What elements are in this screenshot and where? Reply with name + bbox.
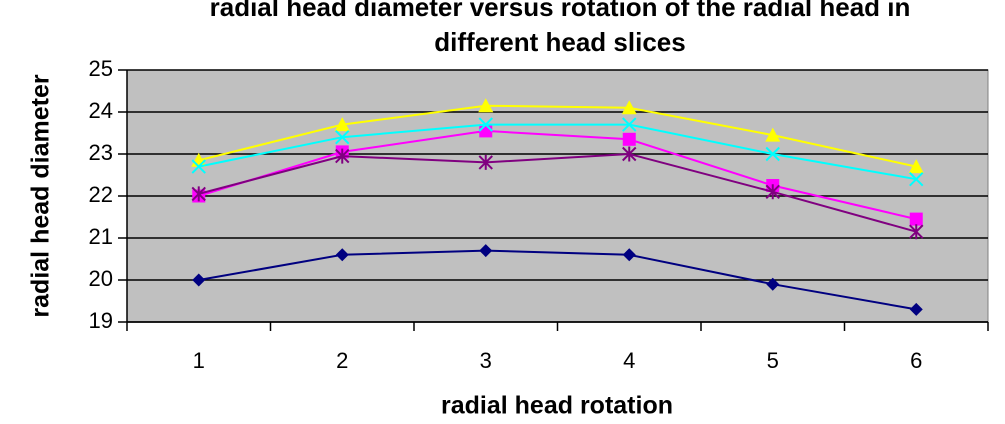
x-tick-label: 6 <box>910 348 922 373</box>
marker <box>622 146 637 162</box>
y-axis-title: radial head diameter <box>27 74 55 317</box>
y-tick-label: 20 <box>89 266 113 291</box>
marker <box>908 159 924 174</box>
y-tick-label: 22 <box>89 182 113 207</box>
marker <box>909 171 924 187</box>
marker <box>478 154 493 170</box>
x-axis-title: radial head rotation <box>441 392 673 420</box>
marker <box>191 159 206 174</box>
marker <box>765 146 780 162</box>
marker <box>478 98 494 113</box>
marker <box>478 117 493 132</box>
marker <box>909 224 924 240</box>
y-tick-label: 21 <box>89 224 113 249</box>
marker <box>765 127 781 142</box>
marker <box>335 248 349 262</box>
y-tick-label: 24 <box>89 98 113 123</box>
marker <box>334 117 350 132</box>
x-tick-label: 5 <box>767 348 779 373</box>
marker <box>621 100 637 115</box>
marker <box>622 248 636 262</box>
series-line <box>198 104 917 168</box>
marker <box>766 277 780 291</box>
chart-title: radial head diameter versus rotation of … <box>209 0 911 57</box>
series-line <box>198 129 917 221</box>
marker <box>479 124 493 138</box>
marker <box>765 184 780 200</box>
marker <box>335 129 350 145</box>
x-tick-label: 4 <box>623 348 635 373</box>
marker <box>622 132 636 146</box>
y-tick-label: 19 <box>89 308 113 333</box>
marker <box>909 212 923 226</box>
x-tick-label: 2 <box>336 348 348 373</box>
series-line <box>198 123 917 181</box>
series-line <box>198 152 917 233</box>
marker <box>335 148 350 164</box>
x-tick-label: 3 <box>480 348 492 373</box>
marker <box>192 273 206 287</box>
marker <box>479 244 493 258</box>
y-tick-label: 25 <box>89 56 113 81</box>
marker <box>909 302 923 316</box>
y-tick-label: 23 <box>89 140 113 165</box>
series-line <box>198 249 917 311</box>
marker <box>191 186 206 202</box>
marker <box>622 117 637 132</box>
x-tick-label: 1 <box>193 348 205 373</box>
